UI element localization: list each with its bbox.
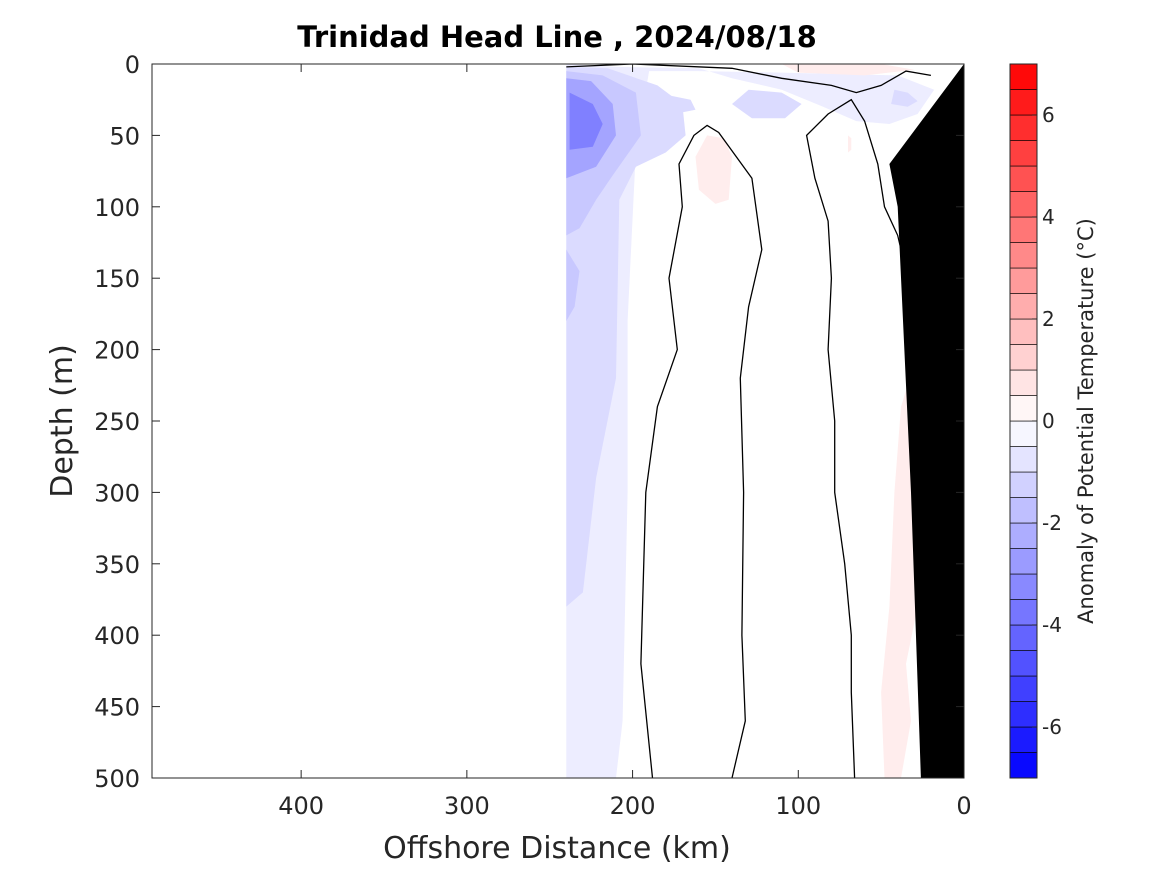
y-tick-label: 500 <box>94 765 140 793</box>
zero-contour-line <box>640 124 763 778</box>
colorbar-bin <box>1009 344 1038 371</box>
colorbar-bin <box>1009 293 1038 320</box>
colorbar-tick-label: 4 <box>1042 205 1055 229</box>
x-axis-label: Offshore Distance (km) <box>383 831 731 866</box>
y-tick-label: 0 <box>125 51 140 79</box>
x-tick-label: 400 <box>278 792 324 820</box>
anomaly-region <box>566 66 686 607</box>
colorbar-label: Anomaly of Potential Temperature (°C) <box>1074 218 1098 624</box>
colorbar-bin <box>1009 369 1038 396</box>
y-tick-label: 200 <box>94 337 140 365</box>
plot-frame <box>151 63 965 779</box>
anomaly-region <box>566 249 580 321</box>
colorbar-bin <box>1009 318 1038 345</box>
y-tick-label: 100 <box>94 194 140 222</box>
y-tick-label: 250 <box>94 408 140 436</box>
y-axis-label: Depth (m) <box>45 344 80 498</box>
colorbar-bin <box>1009 522 1038 549</box>
colorbar-bin <box>1009 89 1038 116</box>
colorbar-bin <box>1009 726 1038 753</box>
colorbar-bin <box>1009 216 1038 243</box>
y-tick-label: 300 <box>94 479 140 507</box>
anomaly-region <box>891 89 918 107</box>
colorbar-bin <box>1009 701 1038 728</box>
x-tick-label: 200 <box>610 792 656 820</box>
colorbar-bin <box>1009 191 1038 218</box>
plot-area <box>566 64 964 778</box>
colorbar-tick-label: 6 <box>1042 103 1055 127</box>
colorbar-bin <box>1009 114 1038 141</box>
colorbar-bin <box>1009 599 1038 626</box>
chart-title: Trinidad Head Line , 2024/08/18 <box>297 20 817 54</box>
x-tick-label: 100 <box>775 792 821 820</box>
anomaly-region <box>569 92 603 150</box>
colorbar-tick-label: -2 <box>1042 511 1062 535</box>
colorbar-bin <box>1009 624 1038 651</box>
zero-contour-line <box>566 64 932 94</box>
anomaly-region <box>732 89 802 119</box>
anomaly-region <box>669 95 696 114</box>
colorbar-bin <box>1009 395 1038 422</box>
colorbar-bin <box>1009 165 1038 192</box>
anomaly-region <box>848 135 852 153</box>
anomaly-region <box>781 64 915 76</box>
colorbar-bin <box>1009 140 1038 167</box>
x-tick-label: 300 <box>444 792 490 820</box>
colorbar-bin <box>1009 471 1038 498</box>
colorbar-tick-label: -4 <box>1042 613 1062 637</box>
colorbar-tick-label: 0 <box>1042 409 1055 433</box>
axes: 400 300 200 100 0 0 50 100 150 200 250 300 350 400 450… <box>94 51 971 820</box>
colorbar-tick-label: -6 <box>1042 715 1062 739</box>
colorbar-bin <box>1009 420 1038 447</box>
anomaly-region <box>695 135 732 204</box>
colorbar-bin <box>1009 548 1038 575</box>
colorbar-bin <box>1009 650 1038 677</box>
seafloor-bathymetry <box>889 64 964 778</box>
colorbar-tick-label: 2 <box>1042 307 1055 331</box>
colorbar-bin <box>1009 497 1038 524</box>
colorbar-bin <box>1009 573 1038 600</box>
x-tick-label: 0 <box>956 792 971 820</box>
y-tick-label: 50 <box>109 122 140 150</box>
colorbar-bin <box>1009 63 1038 90</box>
colorbar-bin <box>1009 752 1038 779</box>
y-tick-label: 350 <box>94 551 140 579</box>
y-tick-label: 400 <box>94 622 140 650</box>
colorbar: 6 4 2 0 -2 -4 -6 <box>1009 63 1062 779</box>
y-tick-label: 150 <box>94 265 140 293</box>
colorbar-bin <box>1009 446 1038 473</box>
colorbar-bin <box>1009 675 1038 702</box>
colorbar-bin <box>1009 242 1038 269</box>
colorbar-bin <box>1009 267 1038 294</box>
y-tick-label: 450 <box>94 694 140 722</box>
